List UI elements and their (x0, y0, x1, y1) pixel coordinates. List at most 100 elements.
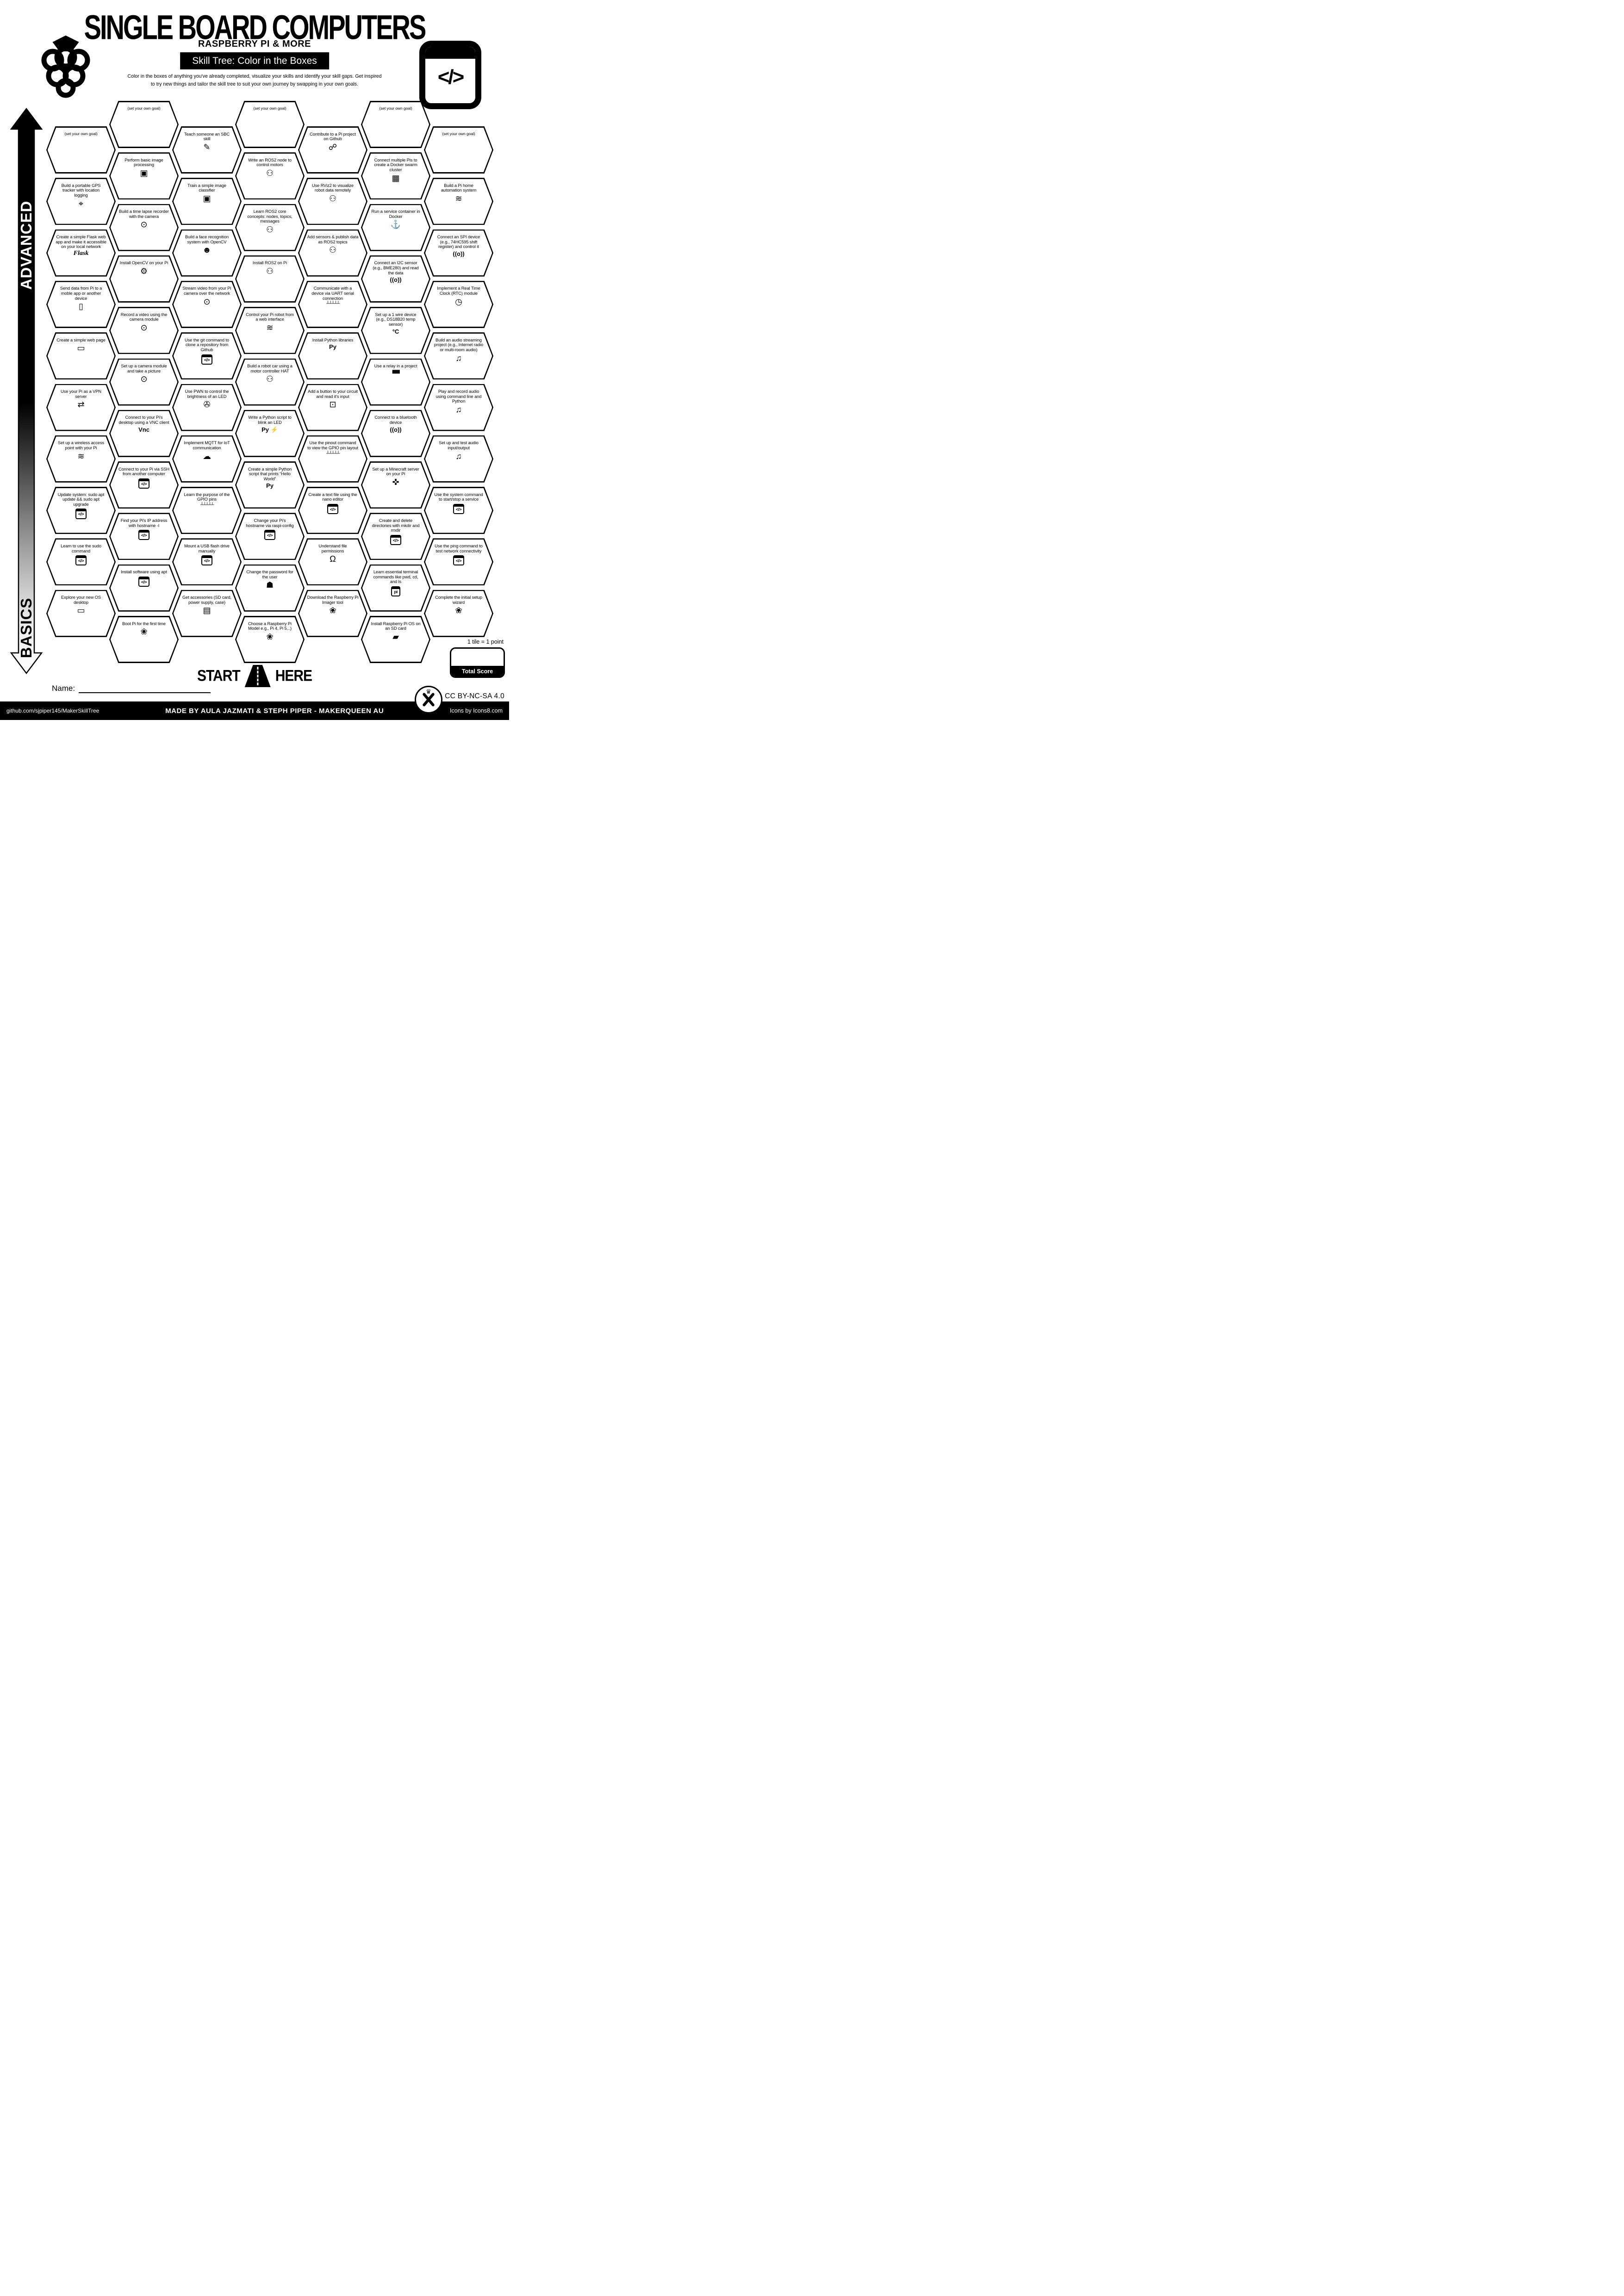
skill-tile[interactable]: Build a time lapse recorder with the cam… (109, 204, 179, 251)
skill-tile[interactable]: Implement MQTT for IoT communication ☁ (172, 435, 242, 483)
skill-tile[interactable]: Learn the purpose of the GPIO pins ┴┴┴┴┴ (172, 487, 242, 534)
skill-tile[interactable]: Choose a Raspberry Pi Model e.g., Pi 4, … (235, 616, 305, 663)
skill-tile[interactable]: Add sensors & publish data as ROS2 topic… (298, 229, 367, 277)
skill-tile[interactable]: Learn ROS2 core concepts: nodes, topics,… (235, 204, 305, 251)
skill-tile[interactable]: Use PWN to control the brightness of an … (172, 384, 242, 431)
skill-tile[interactable]: Use the pinout command to view the GPIO … (298, 435, 367, 483)
skill-tile[interactable]: Install OpenCV on your Pi ⚙ (109, 255, 179, 303)
skill-tile[interactable]: Connect an I2C sensor (e.g., BME280) and… (361, 255, 430, 303)
skill-tile-label: (set your own goal) (127, 105, 161, 111)
skill-tile[interactable]: Build an audio streaming project (e.g., … (424, 332, 493, 380)
skill-tile[interactable]: Add a button to your circuit and read it… (298, 384, 367, 431)
skill-tile[interactable]: Build a robot car using a motor controll… (235, 358, 305, 406)
skill-tile[interactable]: Set up a 1 wire device (e.g., DS18B20 te… (361, 307, 430, 354)
code-window-icon: </> (75, 555, 87, 566)
skill-tile[interactable]: Update system: sudo apt update && sudo a… (46, 487, 116, 534)
footer-credits: MADE BY AULA JAZMATI & STEPH PIPER - MAK… (165, 707, 384, 715)
skill-tile[interactable]: Connect to your Pi via SSH from another … (109, 461, 179, 509)
skill-tile[interactable]: Learn essential terminal commands like p… (361, 564, 430, 612)
skill-tile[interactable]: Explore your new OS desktop ▭ (46, 590, 116, 637)
skill-tile[interactable]: Use the git command to clone a repositor… (172, 332, 242, 380)
skill-tile-label: (set your own goal) (379, 105, 412, 111)
here-label: HERE (275, 667, 312, 685)
skill-tile[interactable]: Perform basic image processing ▣ (109, 152, 179, 200)
skill-tile[interactable]: Boot Pi for the first time ❀ (109, 616, 179, 663)
license-text: CC BY-NC-SA 4.0 (445, 692, 504, 700)
skill-tile[interactable]: Create a simple web page ▭ (46, 332, 116, 380)
skill-tile[interactable]: Change your Pi's hostname via raspi-conf… (235, 513, 305, 560)
wifi-icon: ≋ (455, 194, 462, 204)
skill-tile-label: Control your Pi robot from a web interfa… (246, 312, 294, 322)
skill-tile[interactable]: Create a simple Python script that print… (235, 461, 305, 509)
skill-tile[interactable]: Control your Pi robot from a web interfa… (235, 307, 305, 354)
skill-tile[interactable]: Set up a camera module and take a pictur… (109, 358, 179, 406)
skill-tile[interactable]: Connect an SPI device (e.g., 74HC595 shi… (424, 229, 493, 277)
skill-tile[interactable]: Install Raspberry Pi OS on an SD card ▰ (361, 616, 430, 663)
skill-tile[interactable]: Communicate with a device via UART seria… (298, 280, 367, 328)
skill-tile[interactable]: Build a face recognition system with Ope… (172, 229, 242, 277)
python-logo: Py (329, 343, 336, 351)
skill-tile[interactable]: Set up and test audio input/output ♫ (424, 435, 493, 483)
skill-tile[interactable]: Connect to a bluetooth device ((o)) (361, 410, 430, 457)
skill-tile-label: Install OpenCV on your Pi (119, 261, 168, 266)
raspberry-logo (41, 35, 90, 98)
name-input-line[interactable] (79, 685, 211, 693)
skill-tile[interactable]: Create a text file using the nano editor… (298, 487, 367, 534)
skill-tile[interactable]: Install software using apt </> (109, 564, 179, 612)
skill-tile[interactable]: Learn to use the sudo command </> (46, 538, 116, 586)
skill-tile[interactable]: Mount a USB flash drive manually </> (172, 538, 242, 586)
skill-tile-label: Contribute to a Pi project on Github (310, 131, 356, 142)
skill-tile[interactable]: Use RViz2 to visualize robot data remote… (298, 178, 367, 225)
skill-tile[interactable]: Write a Python script to blink an LED Py … (235, 410, 305, 457)
skill-tile[interactable]: Download the Raspberry Pi Imager tool ❀ (298, 590, 367, 637)
skill-tile[interactable]: (set your own goal) (46, 126, 116, 174)
skill-tile[interactable]: Use a relay in a project ▮▮▮▮ (361, 358, 430, 406)
skill-tile[interactable]: Install Python libraries Py (298, 332, 367, 380)
skill-tile[interactable]: Train a simple image classifier ▣ (172, 178, 242, 225)
image-icon: ▣ (203, 194, 211, 204)
skill-tile-label: Use the system command to start/stop a s… (434, 492, 483, 502)
skill-tile[interactable]: Implement a Real Time Clock (RTC) module… (424, 280, 493, 328)
skill-tile-label: Connect an SPI device (e.g., 74HC595 shi… (437, 235, 480, 249)
description: Color in the boxes of anything you've al… (127, 74, 382, 87)
skill-tile-label: Teach someone an SBC skill (184, 131, 230, 142)
skill-tile-label: Complete the initial setup wizard (435, 595, 482, 605)
skill-tile[interactable]: Set up a wireless access point with your… (46, 435, 116, 483)
skill-tile[interactable]: Change the password for the user ☗ (235, 564, 305, 612)
skill-tile[interactable]: Complete the initial setup wizard ❀ (424, 590, 493, 637)
skill-tile[interactable]: Write an ROS2 node to control motors ⚇ (235, 152, 305, 200)
wifi-icon: ≋ (266, 323, 274, 332)
skill-tile-label: (set your own goal) (253, 105, 286, 111)
skill-tile-label: Use your Pi as a VPN server (61, 389, 101, 399)
skill-tile[interactable]: (set your own goal) (235, 101, 305, 148)
skill-tile[interactable]: Set up a Minecraft server on your Pi ✜ (361, 461, 430, 509)
skill-tile-label: Write a Python script to blink an LED (248, 415, 292, 425)
skill-tile[interactable]: Build a portable GPS tracker with locati… (46, 178, 116, 225)
total-score-box[interactable]: Total Score (450, 647, 505, 678)
skill-tile[interactable]: Create a simple Flask web app and make i… (46, 229, 116, 277)
skill-tile[interactable]: (set your own goal) (424, 126, 493, 174)
skill-tile[interactable]: Use the system command to start/stop a s… (424, 487, 493, 534)
skill-tile[interactable]: Get accessories (SD card, power supply, … (172, 590, 242, 637)
skill-tile[interactable]: Understand file permissions Ω (298, 538, 367, 586)
skill-tile[interactable]: Install ROS2 on Pi ⚇ (235, 255, 305, 303)
skill-tile[interactable]: Build a Pi home automation system ≋ (424, 178, 493, 225)
skill-tile[interactable]: Create and delete directories with mkdir… (361, 513, 430, 560)
skill-tile[interactable]: Use your Pi as a VPN server ⇄ (46, 384, 116, 431)
skill-tile[interactable]: (set your own goal) (109, 101, 179, 148)
skill-tile[interactable]: Contribute to a Pi project on Github ☍ (298, 126, 367, 174)
skill-tile[interactable]: Record a video using the camera module ⊙ (109, 307, 179, 354)
raspberry-icon: ❀ (455, 606, 462, 615)
skill-tile[interactable]: Connect to your Pi's desktop using a VNC… (109, 410, 179, 457)
camera-icon: ⊙ (140, 220, 148, 230)
page-title: SINGLE BOARD COMPUTERS (84, 8, 427, 47)
skill-tile[interactable]: Find your Pi's IP address with hostname … (109, 513, 179, 560)
skill-tile[interactable]: Stream video from your Pi camera over th… (172, 280, 242, 328)
skill-tile[interactable]: Run a service container in Docker ⚓ (361, 204, 430, 251)
skill-tile[interactable]: Connect multiple Pis to create a Docker … (361, 152, 430, 200)
skill-tile[interactable]: Use the ping command to test network con… (424, 538, 493, 586)
skill-tile[interactable]: Play and record audio using command line… (424, 384, 493, 431)
skill-tile[interactable]: Send data from Pi to a moble app or anot… (46, 280, 116, 328)
skill-tile[interactable]: Teach someone an SBC skill ✎ (172, 126, 242, 174)
skill-tile[interactable]: (set your own goal) (361, 101, 430, 148)
